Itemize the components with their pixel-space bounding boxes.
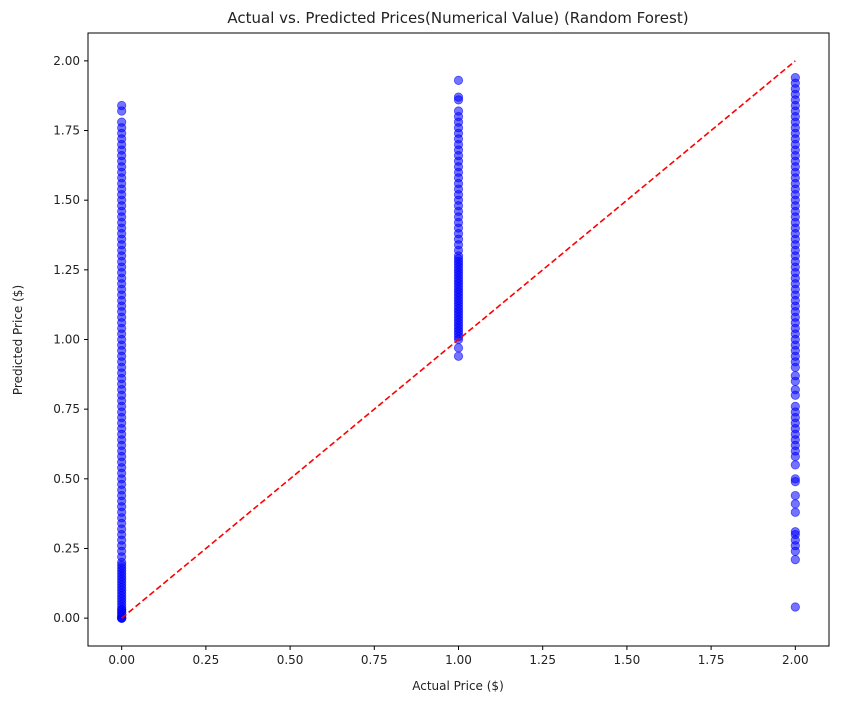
y-tick-label: 1.00 [53, 333, 80, 347]
scatter-point [790, 527, 800, 537]
scatter-point [453, 343, 464, 353]
y-tick-label: 1.50 [53, 193, 80, 207]
scatter-point [453, 351, 464, 361]
scatter-point [790, 401, 800, 411]
y-axis-label: Predicted Price ($) [11, 285, 25, 395]
x-tick-label: 0.75 [361, 653, 388, 667]
scatter-point [453, 92, 464, 102]
x-axis-label: Actual Price ($) [412, 679, 504, 693]
scatter-point [790, 499, 800, 509]
x-tick-label: 1.50 [614, 653, 641, 667]
scatter-point [790, 474, 800, 484]
scatter-point [790, 507, 800, 517]
y-tick-label: 0.50 [53, 472, 80, 486]
x-tick-label: 0.50 [277, 653, 304, 667]
y-tick-label: 2.00 [53, 54, 80, 68]
x-tick-label: 1.25 [529, 653, 556, 667]
scatter-point [790, 602, 800, 612]
scatter-point [790, 460, 800, 470]
scatter-point [453, 75, 464, 85]
scatter-point [790, 72, 800, 83]
y-tick-label: 1.75 [53, 124, 80, 138]
y-tick-label: 0.75 [53, 402, 80, 416]
y-tick-label: 0.00 [53, 611, 80, 625]
y-tick-label: 0.25 [53, 541, 80, 555]
scatter-point [790, 371, 800, 381]
chart-title: Actual vs. Predicted Prices(Numerical Va… [227, 9, 688, 27]
x-tick-label: 2.00 [782, 653, 809, 667]
reference-line-layer [121, 60, 796, 619]
points-layer [117, 72, 800, 623]
x-tick-label: 1.00 [445, 653, 472, 667]
scatter-point [790, 385, 800, 395]
y-axis-ticks: 0.00 0.25 0.50 0.75 1.00 1.25 1.50 1.75 2.00 [53, 54, 88, 625]
scatter-point [117, 100, 127, 111]
x-tick-label: 1.75 [698, 653, 725, 667]
x-tick-label: 0.25 [193, 653, 220, 667]
x-tick-label: 0.00 [108, 653, 135, 667]
scatter-point [453, 106, 464, 116]
scatter-point [790, 490, 800, 501]
scatter-point [117, 117, 127, 127]
x-axis-ticks: 0.00 0.25 0.50 0.75 1.00 1.25 1.50 1.75 2.00 [108, 646, 809, 667]
reference-line [121, 60, 796, 619]
y-tick-label: 1.25 [53, 263, 80, 277]
scatter-point [790, 555, 800, 565]
